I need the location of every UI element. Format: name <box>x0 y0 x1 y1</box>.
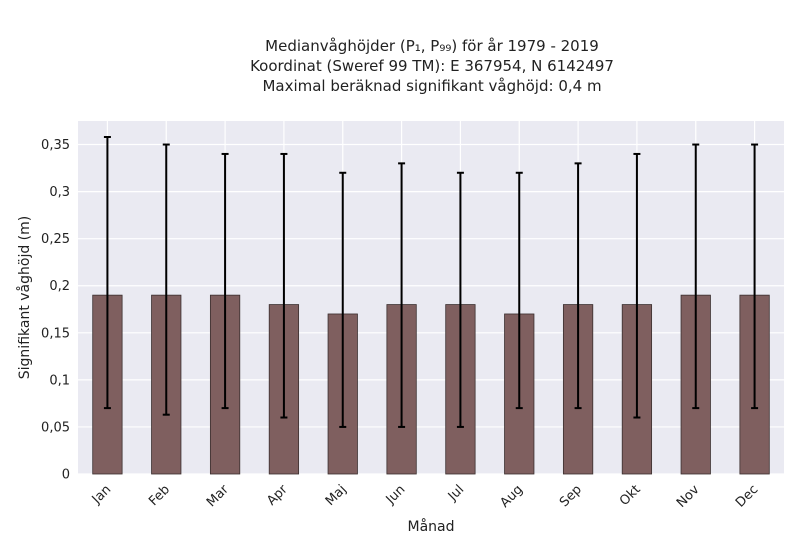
y-axis-label: Signifikant våghöjd (m) <box>16 216 33 379</box>
x-tick-label-jan: Jan <box>89 482 114 507</box>
x-tick-label-jul: Jul <box>445 482 467 504</box>
chart-title: Medianvåghöjder (P₁, P₉₉) för år 1979 - … <box>250 37 614 95</box>
x-axis-ticks: Jan Feb Mar Apr Maj Jun Jul Aug Sep Okt Nov Dec <box>89 482 762 511</box>
chart-title-line: Medianvåghöjder (P₁, P₉₉) för år 1979 - … <box>265 37 599 55</box>
y-tick-label: 0,15 <box>41 326 70 341</box>
x-tick-label-jun: Jun <box>383 482 409 508</box>
x-tick-label-dec: Dec <box>733 482 761 510</box>
error-bars <box>103 136 759 428</box>
x-tick-label-aug: Aug <box>498 482 527 511</box>
y-tick-label: 0,35 <box>41 138 70 153</box>
y-axis-ticks: 0 0,05 0,1 0,15 0,2 0,25 0,3 0,35 <box>41 138 70 482</box>
x-tick-label-okt: Okt <box>617 482 644 509</box>
chart-title-line: Maximal beräknad signifikant våghöjd: 0,… <box>262 77 601 95</box>
y-tick-label: 0,1 <box>49 373 70 388</box>
x-tick-label-maj: Maj <box>323 482 350 509</box>
y-tick-label: 0,3 <box>49 185 70 200</box>
x-tick-label-apr: Apr <box>264 482 291 509</box>
x-tick-label-sep: Sep <box>557 482 585 510</box>
y-tick-label: 0,2 <box>49 279 70 294</box>
x-tick-label-nov: Nov <box>674 482 703 511</box>
chart-title-line: Koordinat (Sweref 99 TM): E 367954, N 61… <box>250 57 614 75</box>
x-axis-label: Månad <box>408 518 455 535</box>
x-tick-label-feb: Feb <box>146 482 173 509</box>
y-tick-label: 0,05 <box>41 420 70 435</box>
y-tick-label: 0,25 <box>41 232 70 247</box>
x-tick-label-mar: Mar <box>204 482 232 510</box>
y-tick-label: 0 <box>62 468 70 483</box>
plot-background <box>78 121 784 474</box>
